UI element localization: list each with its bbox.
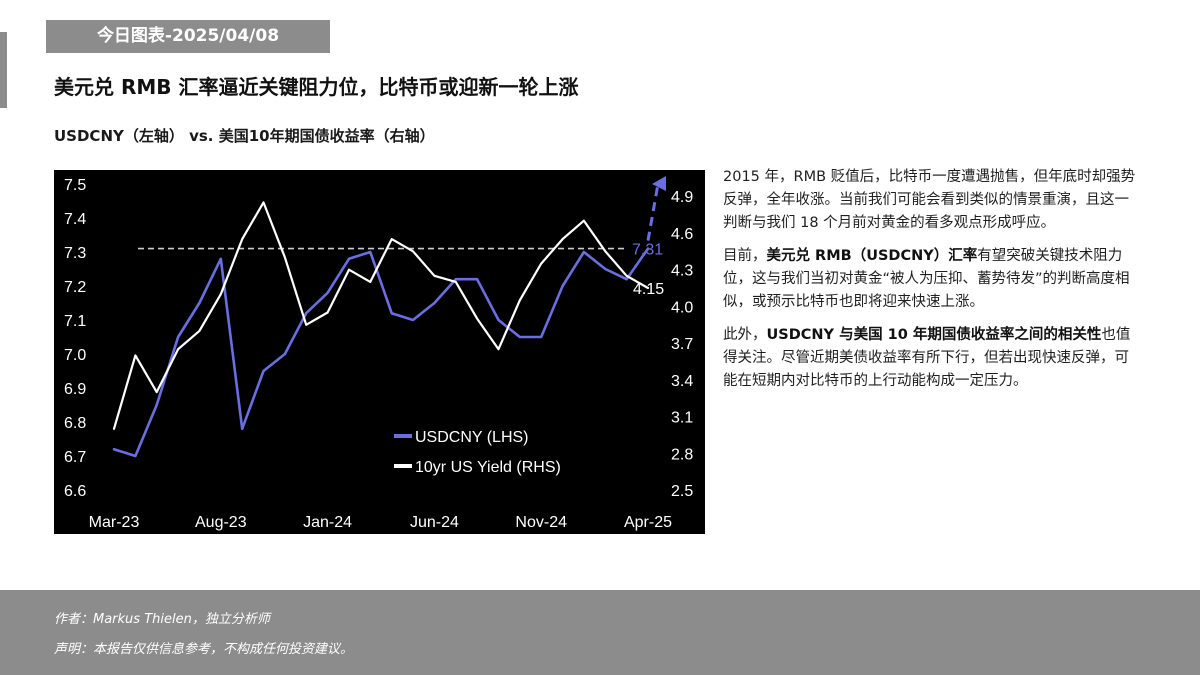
right-axis-tick-label: 2.5 — [671, 483, 693, 500]
right-axis-tick-label: 2.8 — [671, 446, 693, 463]
page-title: 美元兑 RMB 汇率逼近关键阻力位，比特币或迎新一轮上涨 — [54, 75, 579, 99]
right-axis-tick-label: 4.0 — [671, 299, 693, 316]
commentary-text: 目前， — [723, 248, 767, 264]
x-axis-tick-label: Jun-24 — [410, 514, 459, 531]
commentary-text: 有望突破关键技术阻力位，这与我们当初对黄金“被人为压抑、蓄势待发”的判断高度相似… — [723, 248, 1130, 310]
left-axis-tick-label: 6.7 — [64, 449, 86, 466]
left-axis-tick-label: 7.2 — [64, 279, 86, 296]
usdcny-line — [112, 247, 650, 458]
us-yield-line — [112, 201, 650, 430]
left-axis-tick-label: 7.5 — [64, 177, 86, 194]
x-axis-tick-label: Mar-23 — [89, 514, 140, 531]
commentary-paragraph-1: 2015 年，RMB 贬值后，比特币一度遭遇抛售，但年底时却强势反弹，全年收涨。… — [723, 169, 1136, 231]
left-axis-tick-label: 6.9 — [64, 381, 86, 398]
left-axis-tick-label: 7.4 — [64, 211, 86, 228]
upward-dashed-arrow — [646, 183, 660, 241]
commentary: 2015 年，RMB 贬值后，比特币一度遭遇抛售，但年底时却强势反弹，全年收涨。… — [723, 166, 1141, 403]
commentary-highlight: 美元兑 RMB（USDCNY）汇率 — [766, 248, 978, 264]
dual-axis-line-chart: 7.5 7.4 7.3 7.2 7.1 7.0 6.9 6.8 6.7 6.6 4.9 4.6 4.3 4… — [64, 176, 693, 531]
yield-last-value-label: 4.15 — [633, 281, 664, 298]
left-axis-tick-label: 7.3 — [64, 245, 86, 262]
legend-yield-label: 10yr US Yield (RHS) — [415, 459, 561, 476]
x-axis-tick-label: Aug-23 — [195, 514, 247, 531]
x-axis-tick-label: Jan-24 — [303, 514, 352, 531]
right-axis-tick-label: 4.3 — [671, 263, 693, 280]
accent-bar — [0, 32, 7, 108]
right-axis-tick-label: 4.6 — [671, 226, 693, 243]
chart-panel: 7.5 7.4 7.3 7.2 7.1 7.0 6.9 6.8 6.7 6.6 4.9 4.6 4.3 4… — [54, 170, 705, 534]
legend-usdcny-label: USDCNY (LHS) — [415, 429, 529, 446]
commentary-highlight: USDCNY 与美国 10 年期国债收益率之间的相关性 — [766, 327, 1102, 343]
commentary-text: 也值得关注。尽管近期美债收益率有所下行，但若出现快速反弹，可能在短期内对比特币的… — [723, 327, 1131, 389]
author-line: 作者：Markus Thielen，独立分析师 — [54, 612, 270, 627]
commentary-paragraph-3: 此外，USDCNY 与美国 10 年期国债收益率之间的相关性也值得关注。尽管近期… — [723, 324, 1141, 393]
left-axis-tick-label: 7.0 — [64, 347, 86, 364]
x-axis-tick-label: Apr-25 — [624, 514, 672, 531]
left-axis-tick-label: 6.8 — [64, 415, 86, 432]
disclaimer-line: 声明：本报告仅供信息参考，不构成任何投资建议。 — [54, 642, 354, 657]
right-axis-tick-label: 3.7 — [671, 336, 693, 353]
upward-arrow-head — [652, 176, 666, 191]
commentary-text: 此外， — [723, 327, 767, 343]
date-tag: 今日图表-2025/04/08 — [46, 20, 330, 53]
x-axis-tick-label: Nov-24 — [515, 514, 567, 531]
footer: 作者：Markus Thielen，独立分析师 声明：本报告仅供信息参考，不构成… — [0, 590, 1200, 675]
right-axis-tick-label: 3.4 — [671, 373, 693, 390]
left-axis-tick-label: 6.6 — [64, 483, 86, 500]
resistance-value-label: 7.31 — [632, 242, 663, 259]
right-axis-tick-label: 4.9 — [671, 189, 693, 206]
commentary-paragraph-2: 目前，美元兑 RMB（USDCNY）汇率有望突破关键技术阻力位，这与我们当初对黄… — [723, 245, 1141, 314]
right-axis-tick-label: 3.1 — [671, 410, 693, 427]
chart-subtitle: USDCNY（左轴） vs. 美国10年期国债收益率（右轴） — [54, 127, 435, 145]
left-axis-tick-label: 7.1 — [64, 313, 86, 330]
